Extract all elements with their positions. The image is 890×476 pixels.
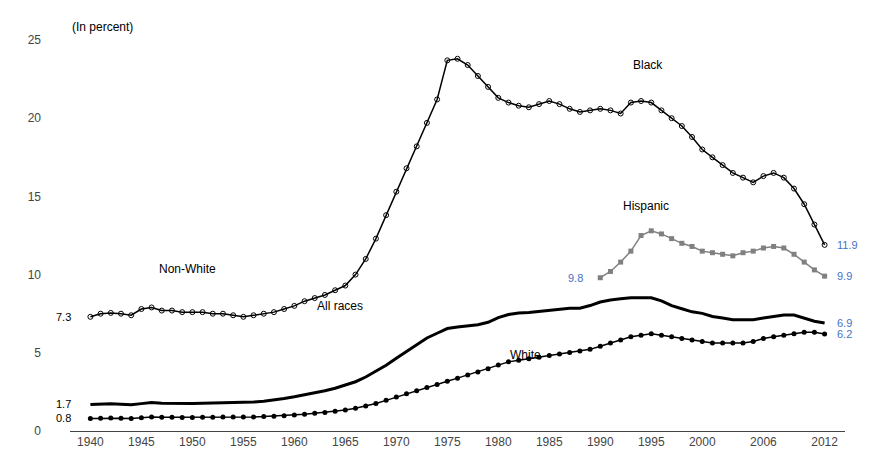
svg-text:20: 20 xyxy=(28,111,42,125)
svg-text:1975: 1975 xyxy=(434,435,461,449)
svg-text:9.9: 9.9 xyxy=(837,270,852,282)
svg-text:1945: 1945 xyxy=(128,435,155,449)
svg-text:5: 5 xyxy=(34,346,41,360)
svg-text:6.2: 6.2 xyxy=(837,328,852,340)
svg-text:Non-White: Non-White xyxy=(159,262,216,276)
svg-text:6.9: 6.9 xyxy=(837,317,852,329)
svg-text:1.7: 1.7 xyxy=(56,398,71,410)
svg-text:(In percent): (In percent) xyxy=(72,20,133,34)
svg-text:1970: 1970 xyxy=(383,435,410,449)
svg-text:White: White xyxy=(510,348,541,362)
svg-text:1960: 1960 xyxy=(281,435,308,449)
svg-text:Hispanic: Hispanic xyxy=(623,199,669,213)
svg-text:1985: 1985 xyxy=(536,435,563,449)
svg-text:1955: 1955 xyxy=(230,435,257,449)
svg-text:2006: 2006 xyxy=(750,435,777,449)
svg-text:All races: All races xyxy=(317,299,363,313)
svg-text:1990: 1990 xyxy=(587,435,614,449)
svg-text:Black: Black xyxy=(633,58,663,72)
svg-text:1940: 1940 xyxy=(77,435,104,449)
svg-text:15: 15 xyxy=(28,190,42,204)
svg-text:7.3: 7.3 xyxy=(56,311,71,323)
svg-text:9.8: 9.8 xyxy=(568,272,583,284)
svg-text:0.8: 0.8 xyxy=(56,412,71,424)
svg-text:2000: 2000 xyxy=(689,435,716,449)
svg-text:11.9: 11.9 xyxy=(837,239,858,251)
svg-text:25: 25 xyxy=(28,33,42,47)
svg-text:1950: 1950 xyxy=(179,435,206,449)
svg-text:1995: 1995 xyxy=(638,435,665,449)
svg-text:1980: 1980 xyxy=(485,435,512,449)
svg-text:1965: 1965 xyxy=(332,435,359,449)
svg-text:10: 10 xyxy=(28,268,42,282)
svg-text:2012: 2012 xyxy=(811,435,838,449)
svg-text:0: 0 xyxy=(34,424,41,438)
